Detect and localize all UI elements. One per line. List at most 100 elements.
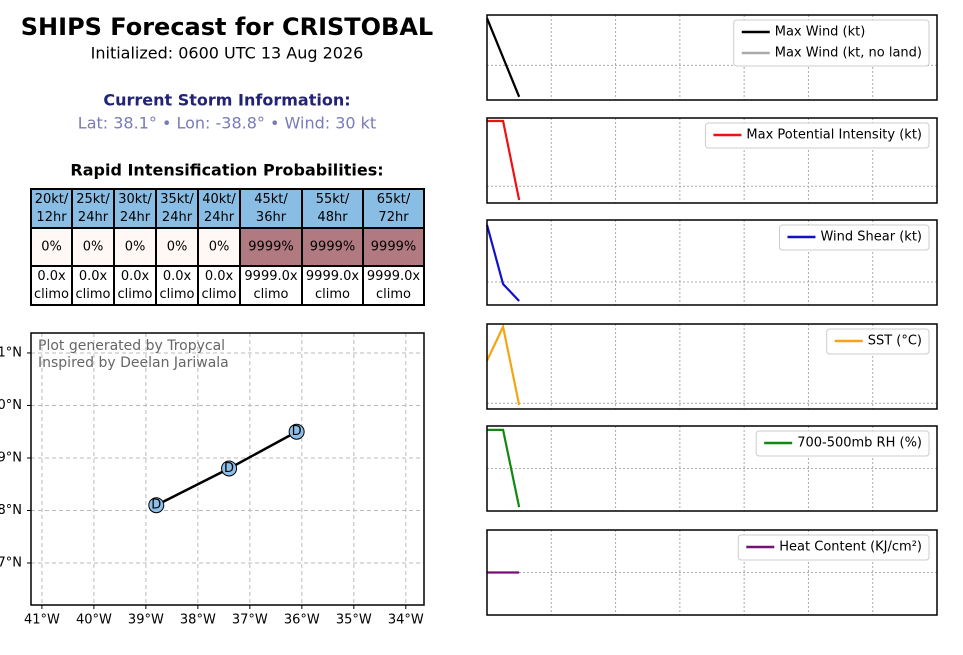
table-cell-text: climo <box>376 287 411 302</box>
track-point-label: D <box>151 498 161 513</box>
legend: Wind Shear (kt) <box>778 224 930 251</box>
series-line <box>485 224 520 302</box>
storm-heading: Current Storm Information: <box>103 91 350 110</box>
table-cell-text: 0% <box>125 240 146 255</box>
y-tick-label: 39°N <box>0 450 22 465</box>
table-header-cell <box>239 188 303 229</box>
table-cell-text: 36hr <box>256 210 287 225</box>
table-cell-text: 65kt/ <box>377 192 411 207</box>
y-tick-label: 41°N <box>0 345 22 360</box>
table-cell-text: 9999% <box>371 240 416 255</box>
legend-box <box>704 122 930 149</box>
table-cell-text: 24hr <box>120 210 151 225</box>
legend: SST (°C) <box>826 328 930 355</box>
panel-frame <box>486 14 938 101</box>
legend-label: Max Potential Intensity (kt) <box>746 128 922 143</box>
track-point-label: D <box>292 424 302 439</box>
table-cell-text: 48hr <box>317 210 348 225</box>
table-cell-text: 0.0x <box>205 269 234 284</box>
table-cell-text: 0% <box>83 240 104 255</box>
subtitle: Initialized: 0600 UTC 13 Aug 2026 <box>91 44 364 63</box>
table-cell-text: 72hr <box>378 210 409 225</box>
series-line <box>485 17 521 98</box>
x-tick-label: 37°W <box>232 613 268 628</box>
table-cell-text: 9999.0x <box>244 269 297 284</box>
map-frame <box>30 332 425 606</box>
legend: Heat Content (KJ/cm²) <box>737 534 930 561</box>
legend-box <box>733 19 930 67</box>
table-cell-text: 0.0x <box>121 269 150 284</box>
table-cell-text: 24hr <box>204 210 235 225</box>
legend-label: Max Wind (kt, no land) <box>775 46 922 61</box>
y-tick-label: 38°N <box>0 503 22 518</box>
series-line <box>487 119 521 201</box>
table-cell-text: 25kt/ <box>76 192 110 207</box>
table-cell-text: climo <box>160 287 195 302</box>
table-cell-text: 35kt/ <box>160 192 194 207</box>
table-cell-text: 9999% <box>248 240 293 255</box>
table-cell <box>239 265 303 306</box>
table-cell <box>197 265 241 306</box>
legend: 700-500mb RH (%) <box>755 430 930 457</box>
table-cell-text: 20kt/ <box>35 192 69 207</box>
legend-box <box>755 430 930 457</box>
table-cell <box>113 265 157 306</box>
storm-info: Lat: 38.1° • Lon: -38.8° • Wind: 30 kt <box>78 114 376 133</box>
table-cell <box>239 227 303 267</box>
table-cell-text: 9999.0x <box>367 269 420 284</box>
table-cell-text: 0% <box>41 240 62 255</box>
table-cell <box>155 265 199 306</box>
x-tick-label: 38°W <box>180 613 216 628</box>
y-tick-label: 37°N <box>0 555 22 570</box>
x-tick-label: 41°W <box>24 613 60 628</box>
panel-frame <box>486 219 938 306</box>
table-cell-text: climo <box>118 287 153 302</box>
legend-box <box>826 328 930 355</box>
y-tick-label: 40°N <box>0 398 22 413</box>
table-cell-text: climo <box>34 287 69 302</box>
panel-frame <box>486 425 938 512</box>
table-cell-text: 0% <box>209 240 230 255</box>
x-tick-label: 39°W <box>128 613 164 628</box>
table-cell <box>362 265 425 306</box>
table-cell-text: 55kt/ <box>316 192 350 207</box>
x-tick-label: 36°W <box>284 613 320 628</box>
table-title: Rapid Intensification Probabilities: <box>70 161 383 180</box>
legend-label: SST (°C) <box>868 334 922 349</box>
table-cell-text: 9999% <box>310 240 355 255</box>
table-cell-text: climo <box>315 287 350 302</box>
table-cell-text: 24hr <box>162 210 193 225</box>
panel-frame <box>486 529 938 616</box>
annotation: Plot generated by Tropycal <box>38 338 225 354</box>
table-cell <box>30 265 73 306</box>
legend-label: Wind Shear (kt) <box>820 230 922 245</box>
panel-frame <box>486 323 938 410</box>
legend-label: Max Wind (kt) <box>775 25 866 40</box>
table-cell <box>362 227 425 267</box>
table-cell-text: climo <box>202 287 237 302</box>
table-header-cell <box>362 188 425 229</box>
legend-box <box>778 224 930 251</box>
legend-label: 700-500mb RH (%) <box>797 436 922 451</box>
table-cell-text: 0% <box>167 240 188 255</box>
table-cell-text: climo <box>254 287 289 302</box>
legend-label: Heat Content (KJ/cm²) <box>779 540 922 555</box>
x-tick-label: 35°W <box>336 613 372 628</box>
annotation: Inspired by Deelan Jariwala <box>38 355 229 371</box>
series-line <box>486 323 521 406</box>
table-cell-text: climo <box>76 287 111 302</box>
table-cell-text: 45kt/ <box>254 192 288 207</box>
table-cell-text: 0.0x <box>163 269 192 284</box>
x-tick-label: 34°W <box>388 613 424 628</box>
table-cell-text: 24hr <box>78 210 109 225</box>
legend: Max Potential Intensity (kt) <box>704 122 930 149</box>
series-line <box>487 428 521 508</box>
track-point <box>221 460 238 477</box>
legend-box <box>737 534 930 561</box>
legend: Max Wind (kt) Max Wind (kt, no land) <box>733 19 930 67</box>
table-cell-text: 0.0x <box>37 269 66 284</box>
table-cell-text: 9999.0x <box>306 269 359 284</box>
x-tick-label: 40°W <box>76 613 112 628</box>
